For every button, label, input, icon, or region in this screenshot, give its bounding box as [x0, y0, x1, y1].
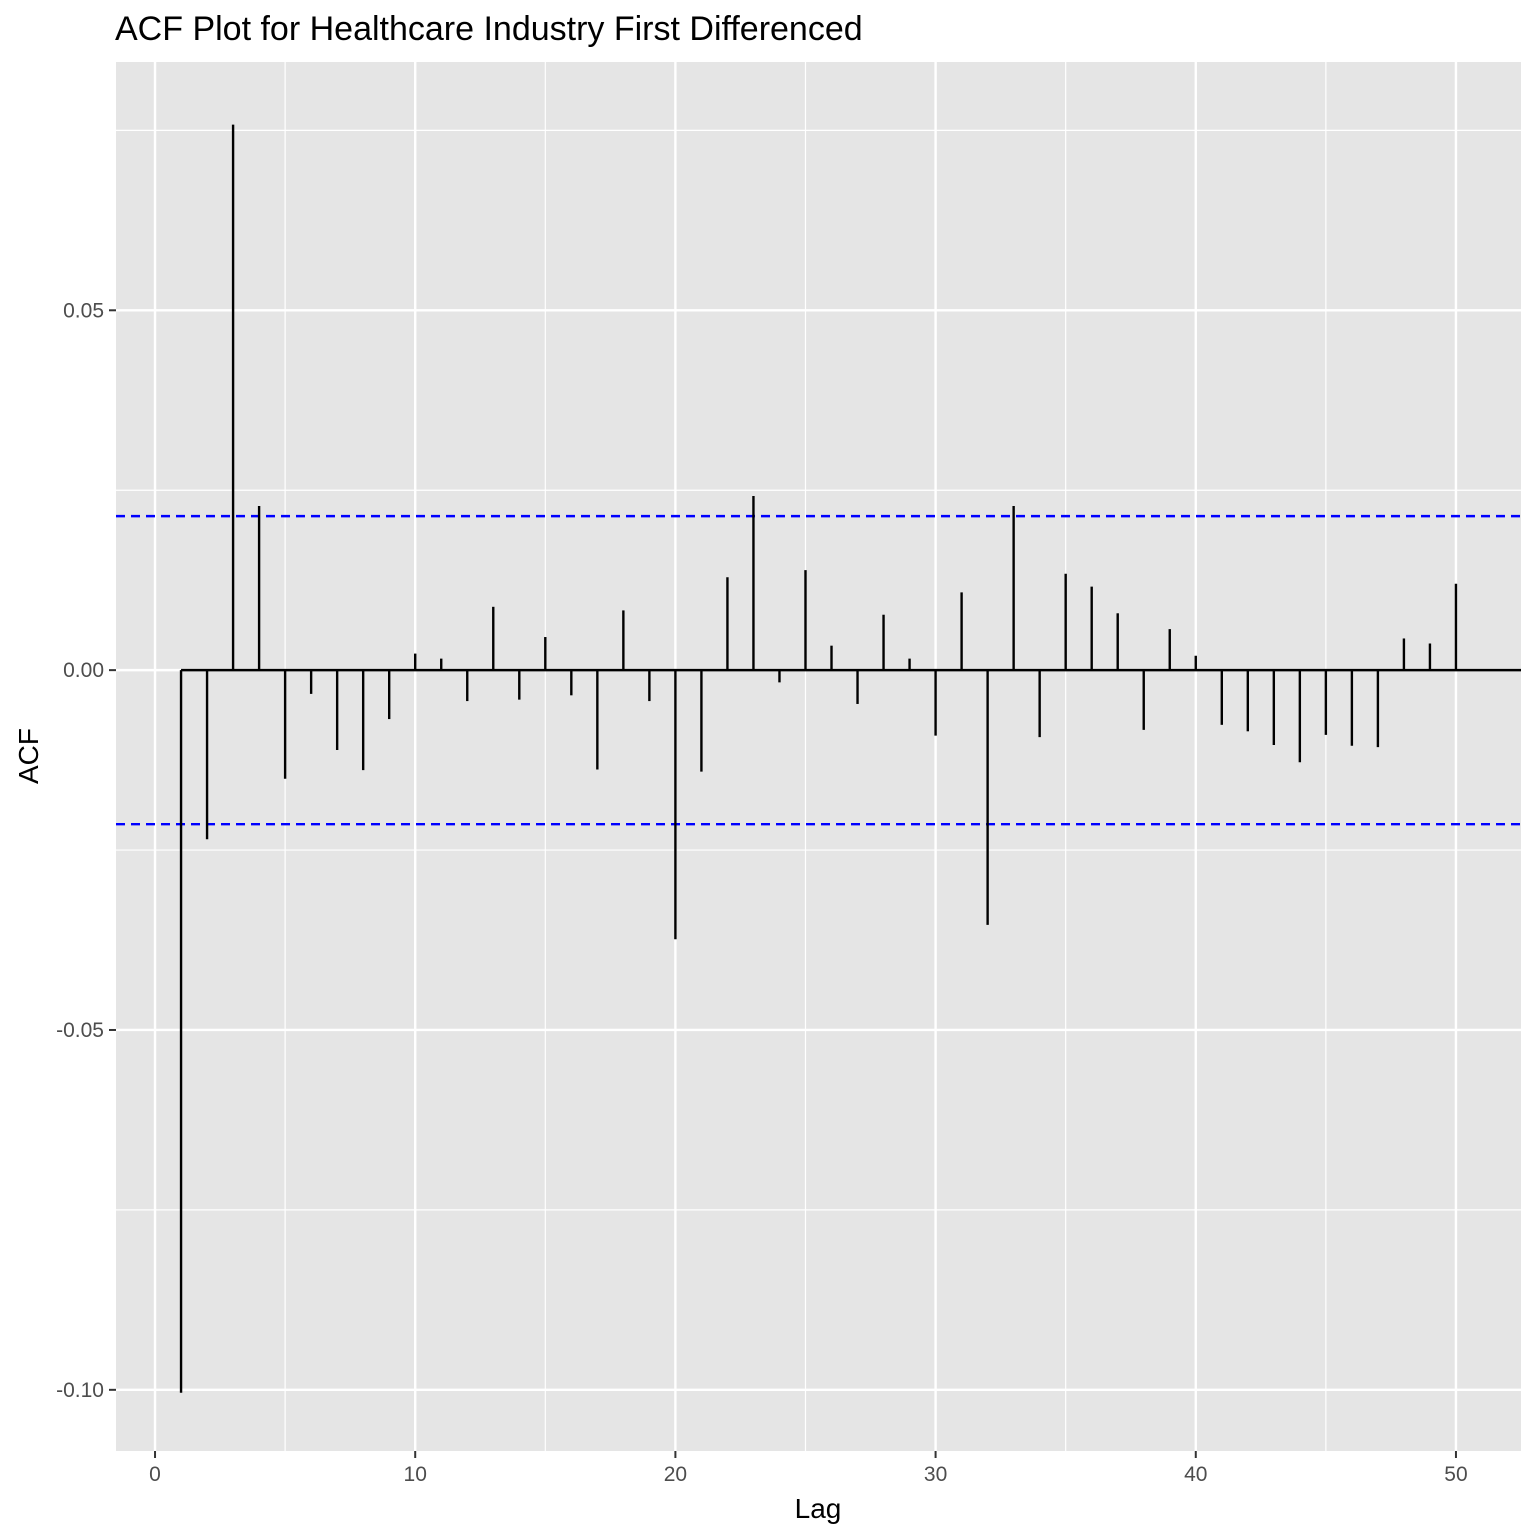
- y-tick-label: 0.00: [63, 659, 104, 682]
- minor-gridlines: [116, 62, 1521, 1451]
- confidence-bounds: [116, 514, 1521, 826]
- x-axis: 0 10 20 30 40 50: [149, 1451, 1468, 1486]
- chart-title: ACF Plot for Healthcare Industry First D…: [115, 10, 863, 48]
- acf-bars: [179, 124, 1458, 1393]
- y-tick-label: 0.05: [63, 299, 104, 322]
- x-axis-title: Lag: [795, 1493, 842, 1524]
- plot-panel: [116, 62, 1521, 1451]
- x-tick-label: 40: [1184, 1463, 1207, 1486]
- x-tick-label: 50: [1444, 1463, 1467, 1486]
- x-tick-label: 30: [924, 1463, 947, 1486]
- x-tick-label: 0: [149, 1463, 161, 1486]
- x-tick-label: 10: [404, 1463, 427, 1486]
- y-tick-label: -0.10: [56, 1379, 104, 1402]
- y-tick-label: -0.05: [56, 1019, 104, 1042]
- y-axis-title: ACF: [13, 728, 44, 784]
- x-tick-label: 20: [664, 1463, 687, 1486]
- y-axis: -0.10 -0.05 0.00 0.05: [56, 299, 116, 1402]
